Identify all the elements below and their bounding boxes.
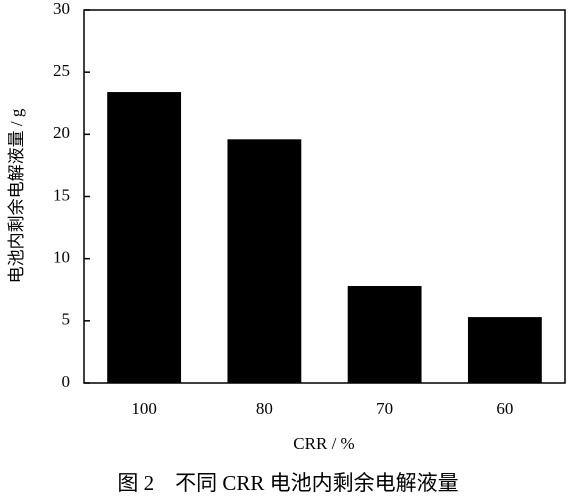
- y-axis-label: 电池内剩余电解液量 / g: [7, 108, 26, 283]
- y-tick-label: 5: [62, 310, 71, 329]
- y-tick-label: 0: [62, 372, 71, 391]
- x-tick-label: 100: [131, 399, 157, 418]
- y-tick-label: 20: [53, 123, 70, 142]
- bar: [107, 92, 182, 383]
- x-tick-label: 80: [256, 399, 273, 418]
- bar: [467, 317, 542, 383]
- bar: [227, 139, 302, 383]
- y-tick-label: 25: [53, 61, 70, 80]
- y-tick-label: 30: [53, 0, 70, 18]
- x-tick-label: 60: [496, 399, 513, 418]
- figure-caption: 图 2 不同 CRR 电池内剩余电解液量: [117, 471, 458, 495]
- x-tick-label: 70: [376, 399, 393, 418]
- x-axis-label: CRR / %: [293, 434, 354, 453]
- bar: [347, 286, 422, 383]
- y-tick-label: 10: [53, 248, 70, 267]
- y-tick-label: 15: [53, 185, 70, 204]
